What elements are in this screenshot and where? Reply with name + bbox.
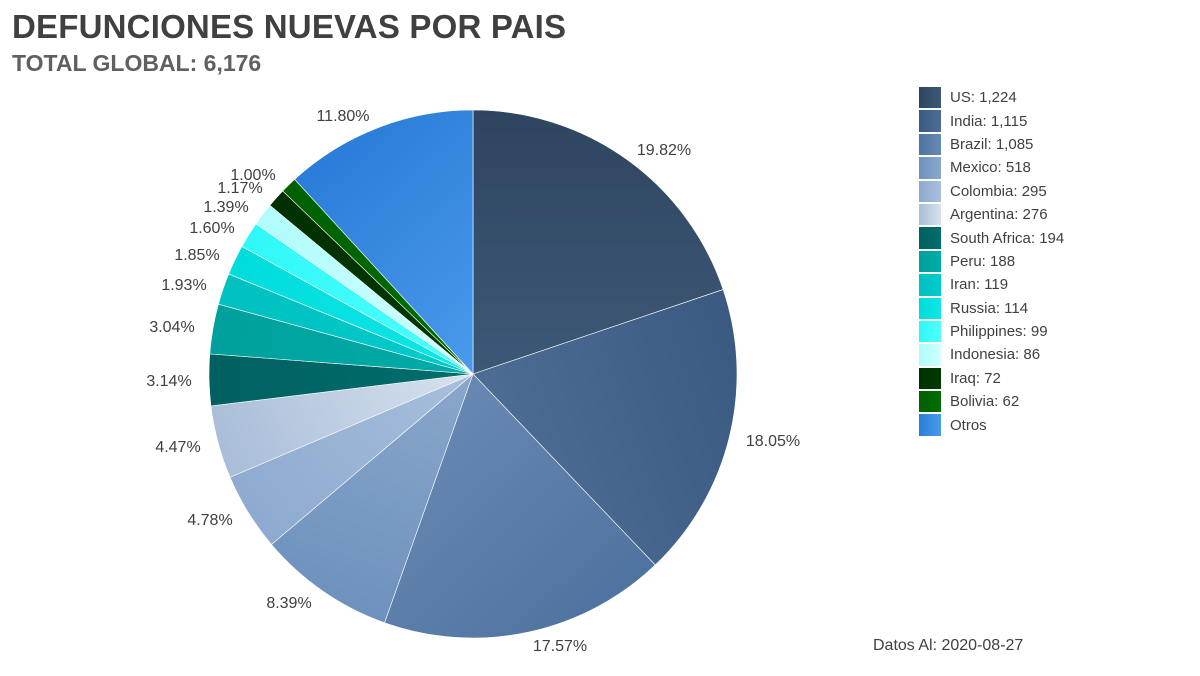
chart-subtitle: TOTAL GLOBAL: 6,176	[12, 50, 262, 76]
pie-slice	[294, 109, 474, 375]
legend-item: Mexico: 518	[918, 156, 1064, 180]
legend-swatch	[918, 132, 942, 157]
legend-item: Philippines: 99	[918, 319, 1064, 344]
chart-title: DEFUNCIONES NUEVAS POR PAIS	[12, 8, 567, 45]
slice-percent-label: 18.05%	[746, 433, 800, 450]
slice-percent-label: 1.39%	[203, 199, 248, 216]
legend-label: Peru: 188	[950, 252, 1016, 270]
legend-swatch	[918, 390, 942, 414]
legend-label: Iran: 119	[950, 276, 1009, 294]
pie-slice	[270, 373, 474, 624]
slice-percent-label: 1.85%	[174, 247, 219, 264]
pie-slice	[472, 109, 724, 375]
pie-slice	[472, 289, 738, 566]
legend-swatch	[918, 226, 942, 250]
legend-item: Brazil: 1,085	[918, 132, 1064, 157]
legend-swatch	[918, 296, 942, 320]
legend-swatch	[918, 366, 942, 391]
slice-percent-label: 1.17%	[217, 180, 262, 197]
slice-percent-label: 17.57%	[533, 638, 587, 655]
legend-swatch	[918, 86, 942, 110]
legend-item: Argentina: 276	[918, 202, 1064, 227]
legend-swatch	[918, 249, 942, 274]
slice-percent-label: 3.14%	[146, 373, 191, 390]
pie-slices	[208, 109, 738, 639]
legend-label: India: 1,115	[950, 112, 1028, 130]
slice-percent-label: 4.78%	[187, 512, 232, 529]
legend-label: Argentina: 276	[950, 206, 1048, 224]
slice-percent-label: 11.80%	[316, 108, 369, 125]
legend-label: Russia: 114	[950, 299, 1029, 317]
slice-percent-label: 1.60%	[189, 220, 234, 237]
slice-percent-label: 1.00%	[230, 167, 275, 184]
legend-label: Indonesia: 86	[950, 346, 1041, 364]
slice-percent-label: 1.93%	[161, 277, 206, 294]
legend-item: India: 1,115	[918, 109, 1064, 133]
legend-label: Colombia: 295	[950, 182, 1047, 200]
legend-label: US: 1,224	[950, 89, 1017, 107]
legend-item: Iraq: 72	[918, 366, 1064, 391]
legend-swatch	[918, 156, 942, 180]
legend-swatch	[918, 413, 942, 437]
date-note: Datos Al: 2020-08-27	[873, 637, 1024, 654]
legend-swatch	[918, 109, 942, 133]
slice-percent-label: 19.82%	[637, 142, 691, 159]
legend-label: Brazil: 1,085	[950, 135, 1034, 153]
legend-label: Iraq: 72	[950, 369, 1001, 387]
legend-label: South Africa: 194	[950, 229, 1065, 247]
legend-item: Peru: 188	[918, 249, 1064, 274]
legend-item: South Africa: 194	[918, 226, 1065, 250]
chart-legend: US: 1,224 India: 1,115 Brazil: 1,085 Mexico…	[918, 86, 1064, 437]
slice-percent-label: 4.47%	[155, 439, 200, 456]
pie-labels: 19.82% 18.05% 17.57% 8.39% 4.78% 4.47% 3.14% 3.…	[146, 108, 800, 655]
legend-item: Bolivia: 62	[918, 390, 1064, 414]
legend-swatch	[918, 202, 942, 227]
legend-item: Colombia: 295	[918, 179, 1064, 203]
legend-item: Otros	[918, 413, 1064, 437]
legend-item: Iran: 119	[918, 273, 1064, 297]
legend-label: Otros	[950, 416, 987, 434]
legend-swatch	[918, 273, 942, 297]
legend-item: Indonesia: 86	[918, 343, 1064, 367]
legend-item: Russia: 114	[918, 296, 1064, 320]
pie-slice	[384, 373, 656, 639]
legend-swatch	[918, 179, 942, 203]
legend-label: Bolivia: 62	[950, 393, 1020, 411]
slice-percent-label: 8.39%	[266, 595, 311, 612]
legend-swatch	[918, 319, 942, 344]
legend-swatch	[918, 343, 942, 367]
slice-percent-label: 3.04%	[149, 319, 194, 336]
legend-label: Philippines: 99	[950, 323, 1048, 341]
legend-item: US: 1,224	[918, 86, 1064, 110]
legend-label: Mexico: 518	[950, 159, 1031, 177]
